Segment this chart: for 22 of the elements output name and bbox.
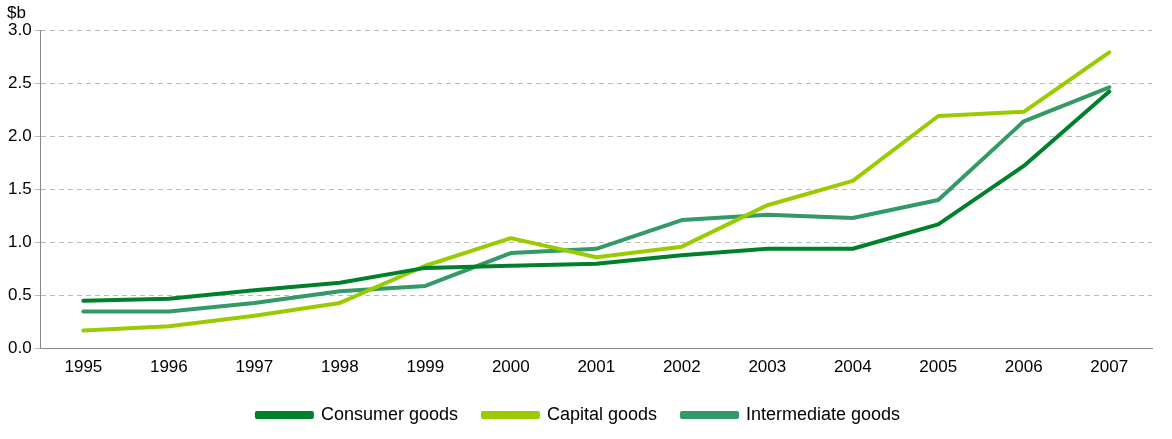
x-tick-label: 2000 (491, 357, 530, 377)
x-tick-label: 2004 (833, 357, 872, 377)
legend-label: Consumer goods (320, 403, 458, 424)
x-tick-label: 2003 (748, 357, 787, 377)
y-tick-label: 1.5 (7, 178, 32, 198)
x-tick-label: 2002 (662, 357, 701, 377)
y-tick-label: 2.0 (7, 125, 32, 145)
x-tick-label: 2006 (1004, 357, 1043, 377)
y-tick-label: 1.0 (7, 232, 32, 252)
legend-label: Capital goods (546, 403, 658, 424)
x-tick-label: 1996 (149, 357, 188, 377)
y-tick-label: 2.5 (7, 72, 32, 92)
x-tick-label: 2001 (577, 357, 616, 377)
legend-label: Intermediate goods (746, 403, 901, 424)
x-tick-label: 1998 (320, 357, 359, 377)
y-tick-label: 0.5 (7, 285, 32, 305)
x-tick-label: 1997 (235, 357, 274, 377)
y-tick-label: 0.0 (7, 338, 32, 358)
x-tick-label: 1999 (406, 357, 445, 377)
x-tick-label: 2005 (919, 357, 958, 377)
x-tick-label: 2007 (1090, 357, 1129, 377)
x-tick-label: 1995 (64, 357, 103, 377)
